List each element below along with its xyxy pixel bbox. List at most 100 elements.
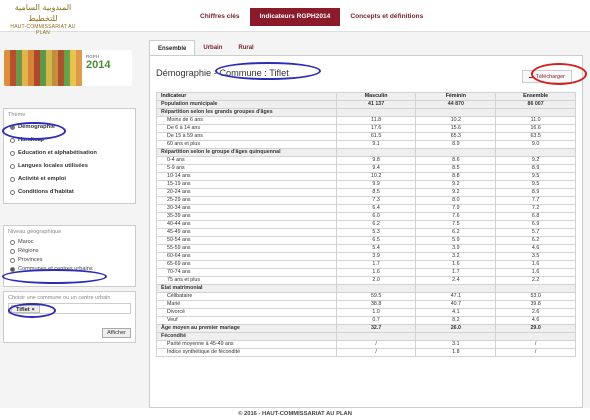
indicator-cell: 55-59 ans [156,244,337,253]
table-row: Âge moyen au premier mariage 32.7 26.0 29.0 [156,324,576,333]
radio-icon [10,190,15,195]
table-header-row: Indicateur Masculin Féminin Ensemble [156,92,576,101]
feminin-cell: 44 870 [415,100,497,109]
geo-provinces[interactable]: Provinces [4,256,135,265]
afficher-button[interactable]: Afficher [102,328,131,338]
nav-indicateurs-rgph2014[interactable]: Indicateurs RGPH2014 [249,8,341,26]
hcp-logo[interactable]: المندوبية السامية للتخطيط HAUT-COMMISSAR… [4,2,82,36]
theme-langues[interactable]: Langues locales utilisées [4,160,135,173]
annotation-circle-title [215,62,321,80]
ensemble-cell: 53.0 [495,292,576,301]
indicator-cell: Indice synthétique de fécondité [156,348,337,357]
rgph-logo: RGPH 2014 [86,54,130,82]
feminin-cell: 3.9 [415,244,497,253]
masculin-cell: 8.5 [335,188,417,197]
feminin-cell: 1.6 [415,260,497,269]
theme-handicap[interactable]: Handicap [4,134,135,147]
feminin-cell: 65.3 [415,132,497,141]
nav-chiffres-cles[interactable]: Chiffres clés [200,13,240,20]
logo-french-text: HAUT-COMMISSARIAT AU PLAN [10,24,76,36]
rgph-banner: RGPH 2014 [4,50,132,86]
ensemble-cell: 63.5 [495,132,576,141]
ensemble-cell: 9.5 [495,172,576,181]
feminin-cell: 8.2 [415,316,497,325]
feminin-cell: 7.9 [415,204,497,213]
ensemble-cell: 4.6 [495,316,576,325]
masculin-cell: 17.6 [335,124,417,133]
table-row: Répartition selon le groupe d'âges quinq… [156,148,576,157]
nav-concepts-definitions[interactable]: Concepts et définitions [350,13,424,20]
masculin-cell: 9.4 [335,164,417,173]
tab-urbain[interactable]: Urbain [203,45,223,51]
ensemble-cell: / [495,340,576,349]
theme-education[interactable]: Education et alphabétisation [4,147,135,160]
masculin-cell: / [335,340,417,349]
feminin-cell: 4.1 [415,308,497,317]
geo-panel-title: Niveau géographique [8,229,62,235]
table-row: 65-69 ans 1.7 1.6 1.6 [156,260,576,269]
tab-ensemble[interactable]: Ensemble [149,40,196,56]
feminin-cell [415,148,497,157]
masculin-cell: 1.7 [335,260,417,269]
ensemble-cell: 9.2 [495,156,576,165]
masculin-cell: 6.4 [335,204,417,213]
ensemble-cell: 6.2 [495,236,576,245]
indicator-cell: État matrimonial [156,284,337,293]
feminin-cell: 1.7 [415,268,497,277]
indicator-cell: Répartition selon le groupe d'âges quinq… [156,148,337,157]
ensemble-cell: 2.6 [495,308,576,317]
ensemble-cell: / [495,348,576,357]
indicator-cell: Marié [156,300,337,309]
masculin-cell: 2.0 [335,276,417,285]
col-header-ensemble: Ensemble [495,92,576,101]
indicators-table: Indicateur Masculin Féminin Ensemble Pop… [156,92,576,357]
masculin-cell [335,148,417,157]
masculin-cell: 7.3 [335,196,417,205]
feminin-cell: 7.5 [415,220,497,229]
annotation-circle-tag [8,303,56,318]
feminin-cell: 40.7 [415,300,497,309]
ensemble-cell [495,108,576,117]
masculin-cell: 5.4 [335,244,417,253]
masculin-cell: 1.6 [335,268,417,277]
table-body: Population municipale 41 137 44 870 86 007 R… [156,100,576,357]
indicator-cell: Veuf [156,316,337,325]
table-row: 5-9 ans 9.4 8.5 8.9 [156,164,576,173]
masculin-cell: 6.0 [335,212,417,221]
ensemble-cell: 9.5 [495,180,576,189]
ensemble-cell: 2.2 [495,276,576,285]
table-row: 10-14 ans 10.2 8.8 9.5 [156,172,576,181]
table-row: 50-54 ans 6.5 5.9 6.2 [156,236,576,245]
ensemble-cell: 9.0 [495,140,576,149]
masculin-cell: 6.2 [335,220,417,229]
col-header-masculin: Masculin [335,92,417,101]
geo-maroc[interactable]: Maroc [4,238,135,247]
indicator-cell: De 15 à 59 ans [156,132,337,141]
feminin-cell: 9.2 [415,180,497,189]
col-header-feminin: Féminin [415,92,497,101]
geo-regions[interactable]: Régions [4,247,135,256]
table-row: Marié 38.8 40.7 39.8 [156,300,576,309]
table-row: 75 ans et plus 2.0 2.4 2.2 [156,276,576,285]
table-row: Veuf 0.7 8.2 4.6 [156,316,576,325]
table-row: État matrimonial [156,284,576,293]
top-nav: Chiffres clés Indicateurs RGPH2014 Conce… [190,8,433,26]
indicator-cell: 60-64 ans [156,252,337,261]
theme-conditions-habitat[interactable]: Conditions d'habitat [4,186,135,199]
ensemble-cell [495,332,576,341]
feminin-cell: 9.2 [415,188,497,197]
masculin-cell: 5.3 [335,228,417,237]
indicator-cell: 30-34 ans [156,204,337,213]
feminin-cell [415,108,497,117]
masculin-cell [335,108,417,117]
indicator-cell: Fécondité [156,332,337,341]
theme-activite-emploi[interactable]: Activité et emploi [4,173,135,186]
logo-arabic-text: المندوبية السامية للتخطيط [14,3,72,23]
indicator-cell: 60 ans et plus [156,140,337,149]
feminin-cell: 1.8 [415,348,497,357]
tab-rural[interactable]: Rural [238,45,254,51]
indicator-cell: 35-39 ans [156,212,337,221]
indicator-cell: 20-24 ans [156,188,337,197]
ensemble-cell: 3.5 [495,252,576,261]
masculin-cell [335,332,417,341]
